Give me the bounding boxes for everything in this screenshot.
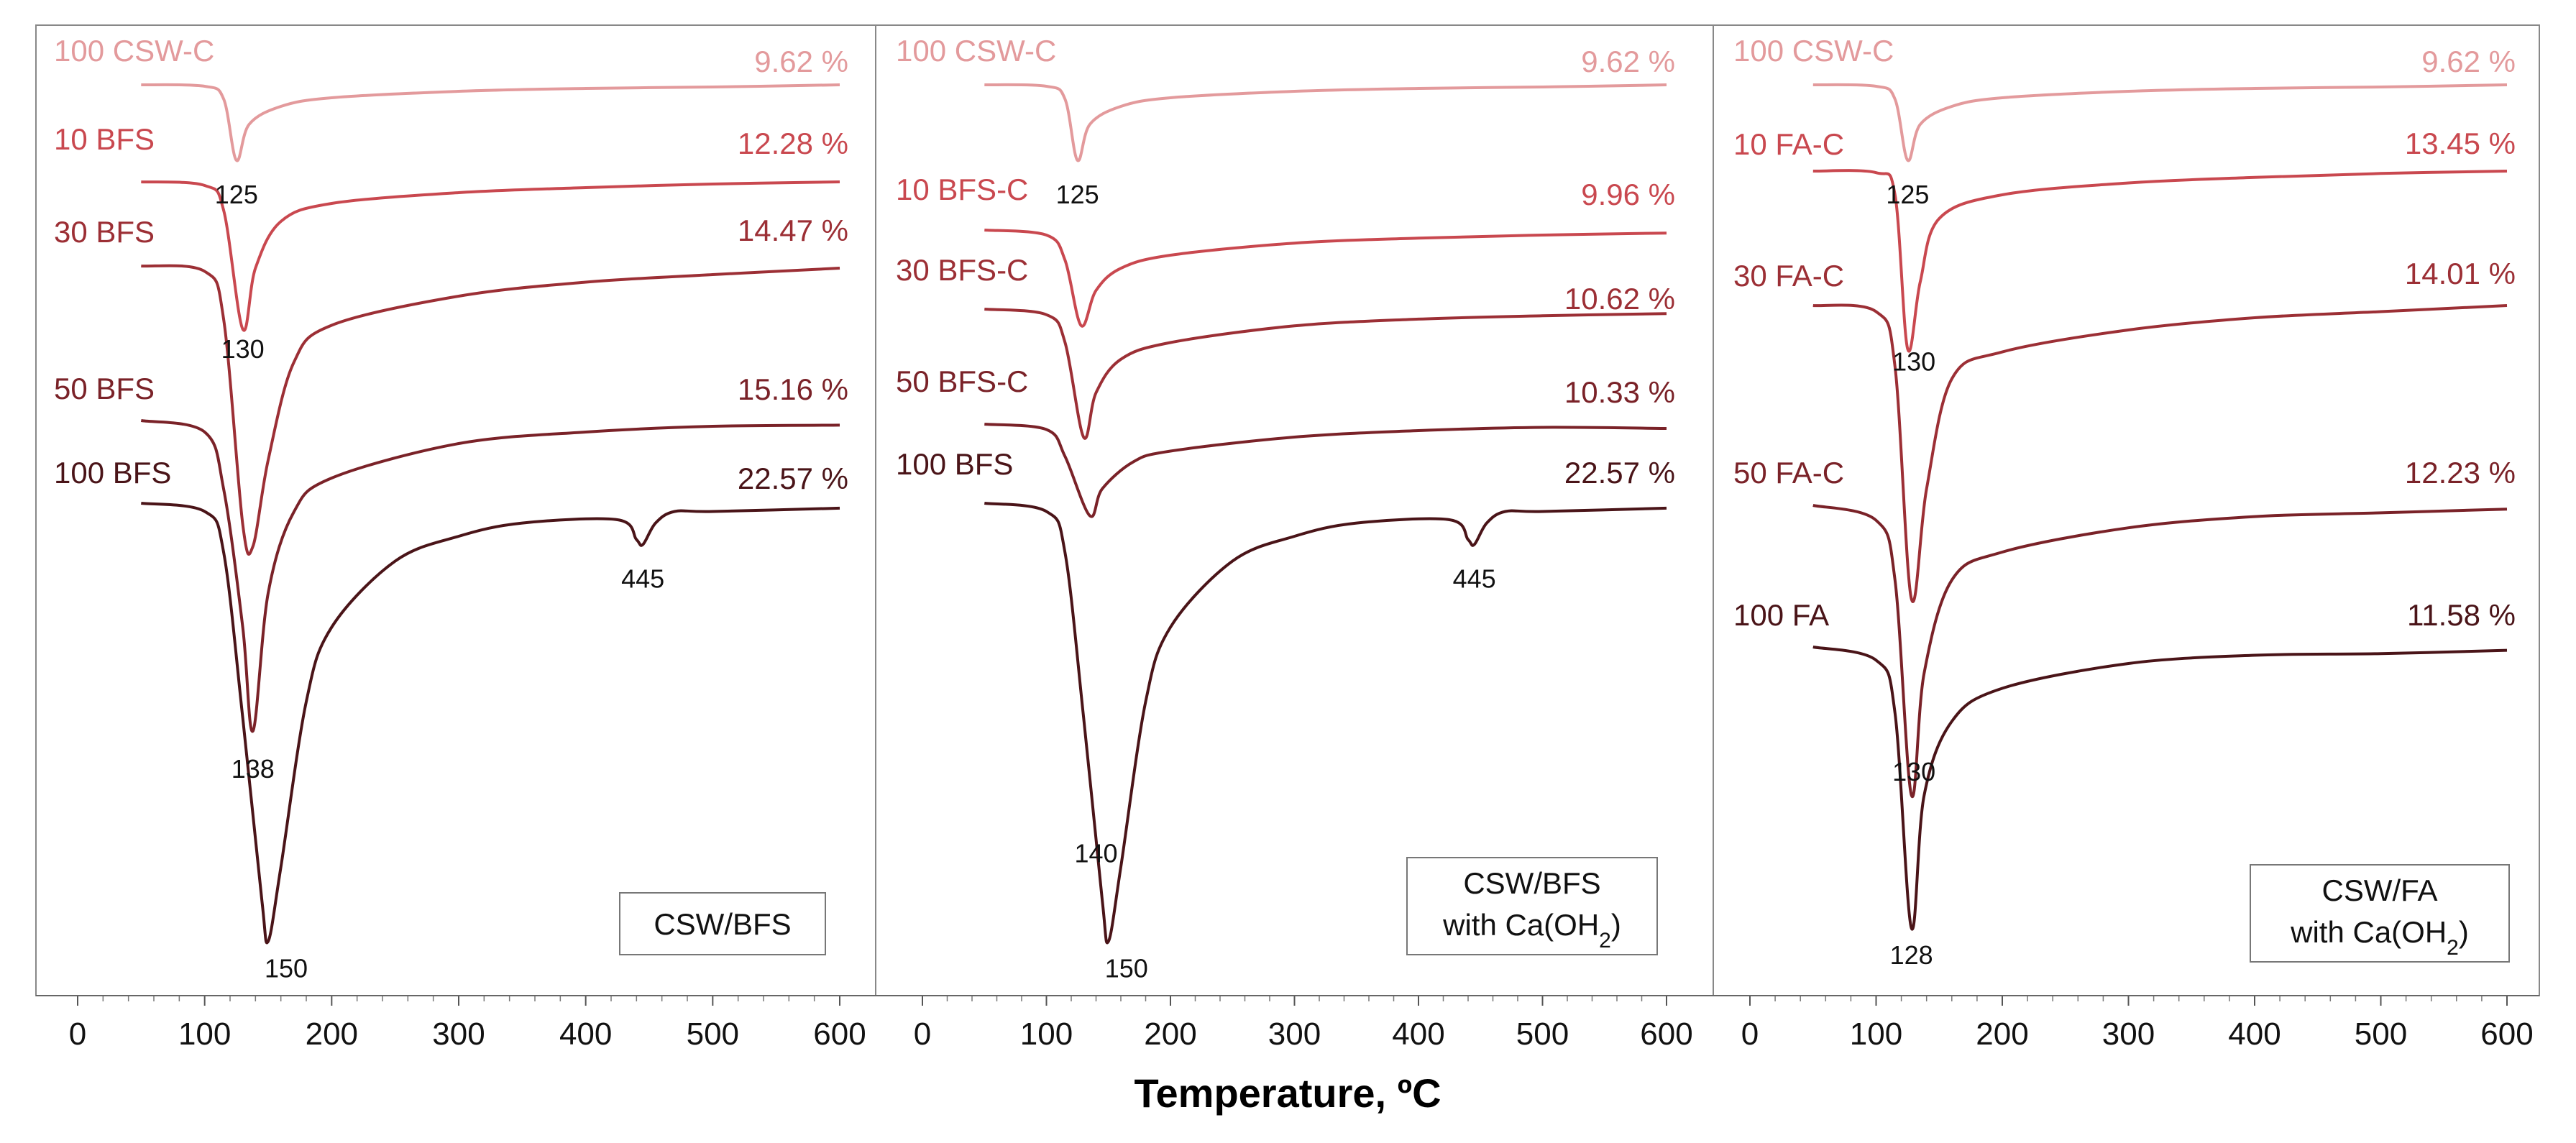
chart-panel-2: 0 100 200 300 400 500 600 100 CSW-C 9.62 % 10 BFS… xyxy=(875,25,1693,1052)
x-tick-label: 400 xyxy=(559,1016,612,1052)
mass-loss-label: 13.45 % xyxy=(2405,127,2516,160)
x-tick-label: 300 xyxy=(2102,1016,2155,1052)
x-tick-label: 200 xyxy=(306,1016,358,1052)
series-line-1 xyxy=(1812,83,2508,162)
peak-label: 125 xyxy=(1886,180,1929,209)
peak-label: 140 xyxy=(1074,839,1117,868)
series-line-4 xyxy=(984,423,1667,518)
series-label: 10 FA-C xyxy=(1733,127,1844,161)
x-axis-title: Temperature, ºC xyxy=(1134,1070,1441,1116)
mass-loss-label: 9.62 % xyxy=(1581,45,1675,78)
chart-panel-1: 0 100 200 300 400 500 600 100 CSW-C 9.62 % 10 BFS… xyxy=(54,34,866,1052)
peak-label: 128 xyxy=(1890,940,1933,970)
series-label: 100 FA xyxy=(1733,598,1829,632)
series-line-5 xyxy=(141,502,840,945)
x-tick-label: 100 xyxy=(1850,1016,1902,1052)
series-line-3 xyxy=(984,308,1667,440)
mass-loss-label: 12.23 % xyxy=(2405,456,2516,490)
series-line-3 xyxy=(141,264,840,556)
peak-label: 125 xyxy=(1056,180,1099,209)
series-label: 10 BFS-C xyxy=(896,173,1028,206)
peak-label: 130 xyxy=(1892,347,1935,377)
annotation-box-text: with Ca(OH2) xyxy=(2290,915,2469,960)
series-label: 100 CSW-C xyxy=(1733,34,1894,68)
series-line-5 xyxy=(984,502,1667,945)
series-label: 50 BFS xyxy=(54,372,155,405)
mass-loss-label: 10.33 % xyxy=(1564,375,1675,409)
x-tick-label: 600 xyxy=(1640,1016,1692,1052)
series-label: 100 BFS xyxy=(54,456,171,490)
annotation-box-text: CSW/BFS xyxy=(654,907,791,941)
series-label: 100 CSW-C xyxy=(54,34,214,68)
peak-label: 150 xyxy=(1105,954,1148,983)
annotation-box xyxy=(2250,864,2510,963)
x-tick-label: 400 xyxy=(2228,1016,2281,1052)
x-tick-label: 600 xyxy=(813,1016,866,1052)
series-line-4 xyxy=(140,419,840,733)
x-tick-label: 400 xyxy=(1392,1016,1444,1052)
series-line-2 xyxy=(141,180,840,332)
chart-panel-3: 0 100 200 300 400 500 600 100 CSW-C 9.62 % 10 FA-… xyxy=(1713,25,2534,1052)
mass-loss-label: 9.96 % xyxy=(1581,178,1675,211)
series-label: 50 FA-C xyxy=(1733,456,1844,490)
series-label: 50 BFS-C xyxy=(896,364,1028,398)
peak-label: 130 xyxy=(1892,757,1935,786)
mass-loss-label: 9.62 % xyxy=(2421,45,2516,78)
annotation-box xyxy=(619,892,826,955)
series-label: 30 BFS xyxy=(54,215,155,249)
x-tick-label: 500 xyxy=(687,1016,739,1052)
mass-loss-label: 22.57 % xyxy=(1564,456,1675,490)
series-line-1 xyxy=(141,83,840,162)
series-label: 10 BFS xyxy=(54,122,155,156)
series-line-4 xyxy=(1812,504,2508,799)
mass-loss-label: 10.62 % xyxy=(1564,282,1675,316)
x-tick-label: 300 xyxy=(1268,1016,1321,1052)
mass-loss-label: 15.16 % xyxy=(738,372,848,406)
series-label: 100 CSW-C xyxy=(896,34,1056,68)
x-tick-label: 0 xyxy=(69,1016,86,1052)
x-tick-label: 100 xyxy=(1020,1016,1073,1052)
x-tick-label: 200 xyxy=(1976,1016,2028,1052)
series-line-2 xyxy=(984,229,1667,328)
annotation-box-text: with Ca(OH2) xyxy=(1442,908,1621,952)
series-line-2 xyxy=(1812,169,2508,353)
x-tick-label: 0 xyxy=(914,1016,931,1052)
x-tick-label: 300 xyxy=(432,1016,485,1052)
mass-loss-label: 9.62 % xyxy=(754,45,848,78)
peak-label: 125 xyxy=(215,180,258,209)
figure-frame xyxy=(35,24,2540,996)
x-tick-label: 100 xyxy=(178,1016,231,1052)
series-label: 30 BFS-C xyxy=(896,253,1028,287)
annotation-box-text: CSW/BFS xyxy=(1463,866,1600,900)
series-label: 100 BFS xyxy=(896,447,1013,481)
mass-loss-label: 12.28 % xyxy=(738,127,848,160)
x-tick-label: 600 xyxy=(2480,1016,2533,1052)
peak-label: 445 xyxy=(1453,564,1496,594)
peak-label: 138 xyxy=(232,754,275,784)
annotation-box xyxy=(1406,857,1658,955)
peak-label: 445 xyxy=(621,564,664,594)
series-line-5 xyxy=(1812,646,2508,931)
mass-loss-label: 14.47 % xyxy=(738,214,848,247)
peak-label: 130 xyxy=(221,334,265,364)
x-tick-label: 0 xyxy=(1741,1016,1759,1052)
mass-loss-label: 11.58 % xyxy=(2407,598,2516,632)
mass-loss-label: 22.57 % xyxy=(738,462,848,495)
x-tick-label: 500 xyxy=(1516,1016,1569,1052)
mass-loss-label: 14.01 % xyxy=(2405,257,2516,290)
series-line-1 xyxy=(984,83,1667,162)
peak-label: 150 xyxy=(265,954,308,983)
annotation-box-text: CSW/FA xyxy=(2321,873,2437,907)
series-label: 30 FA-C xyxy=(1733,259,1844,293)
series-line-3 xyxy=(1812,303,2508,603)
x-tick-label: 500 xyxy=(2355,1016,2407,1052)
x-tick-label: 200 xyxy=(1144,1016,1196,1052)
